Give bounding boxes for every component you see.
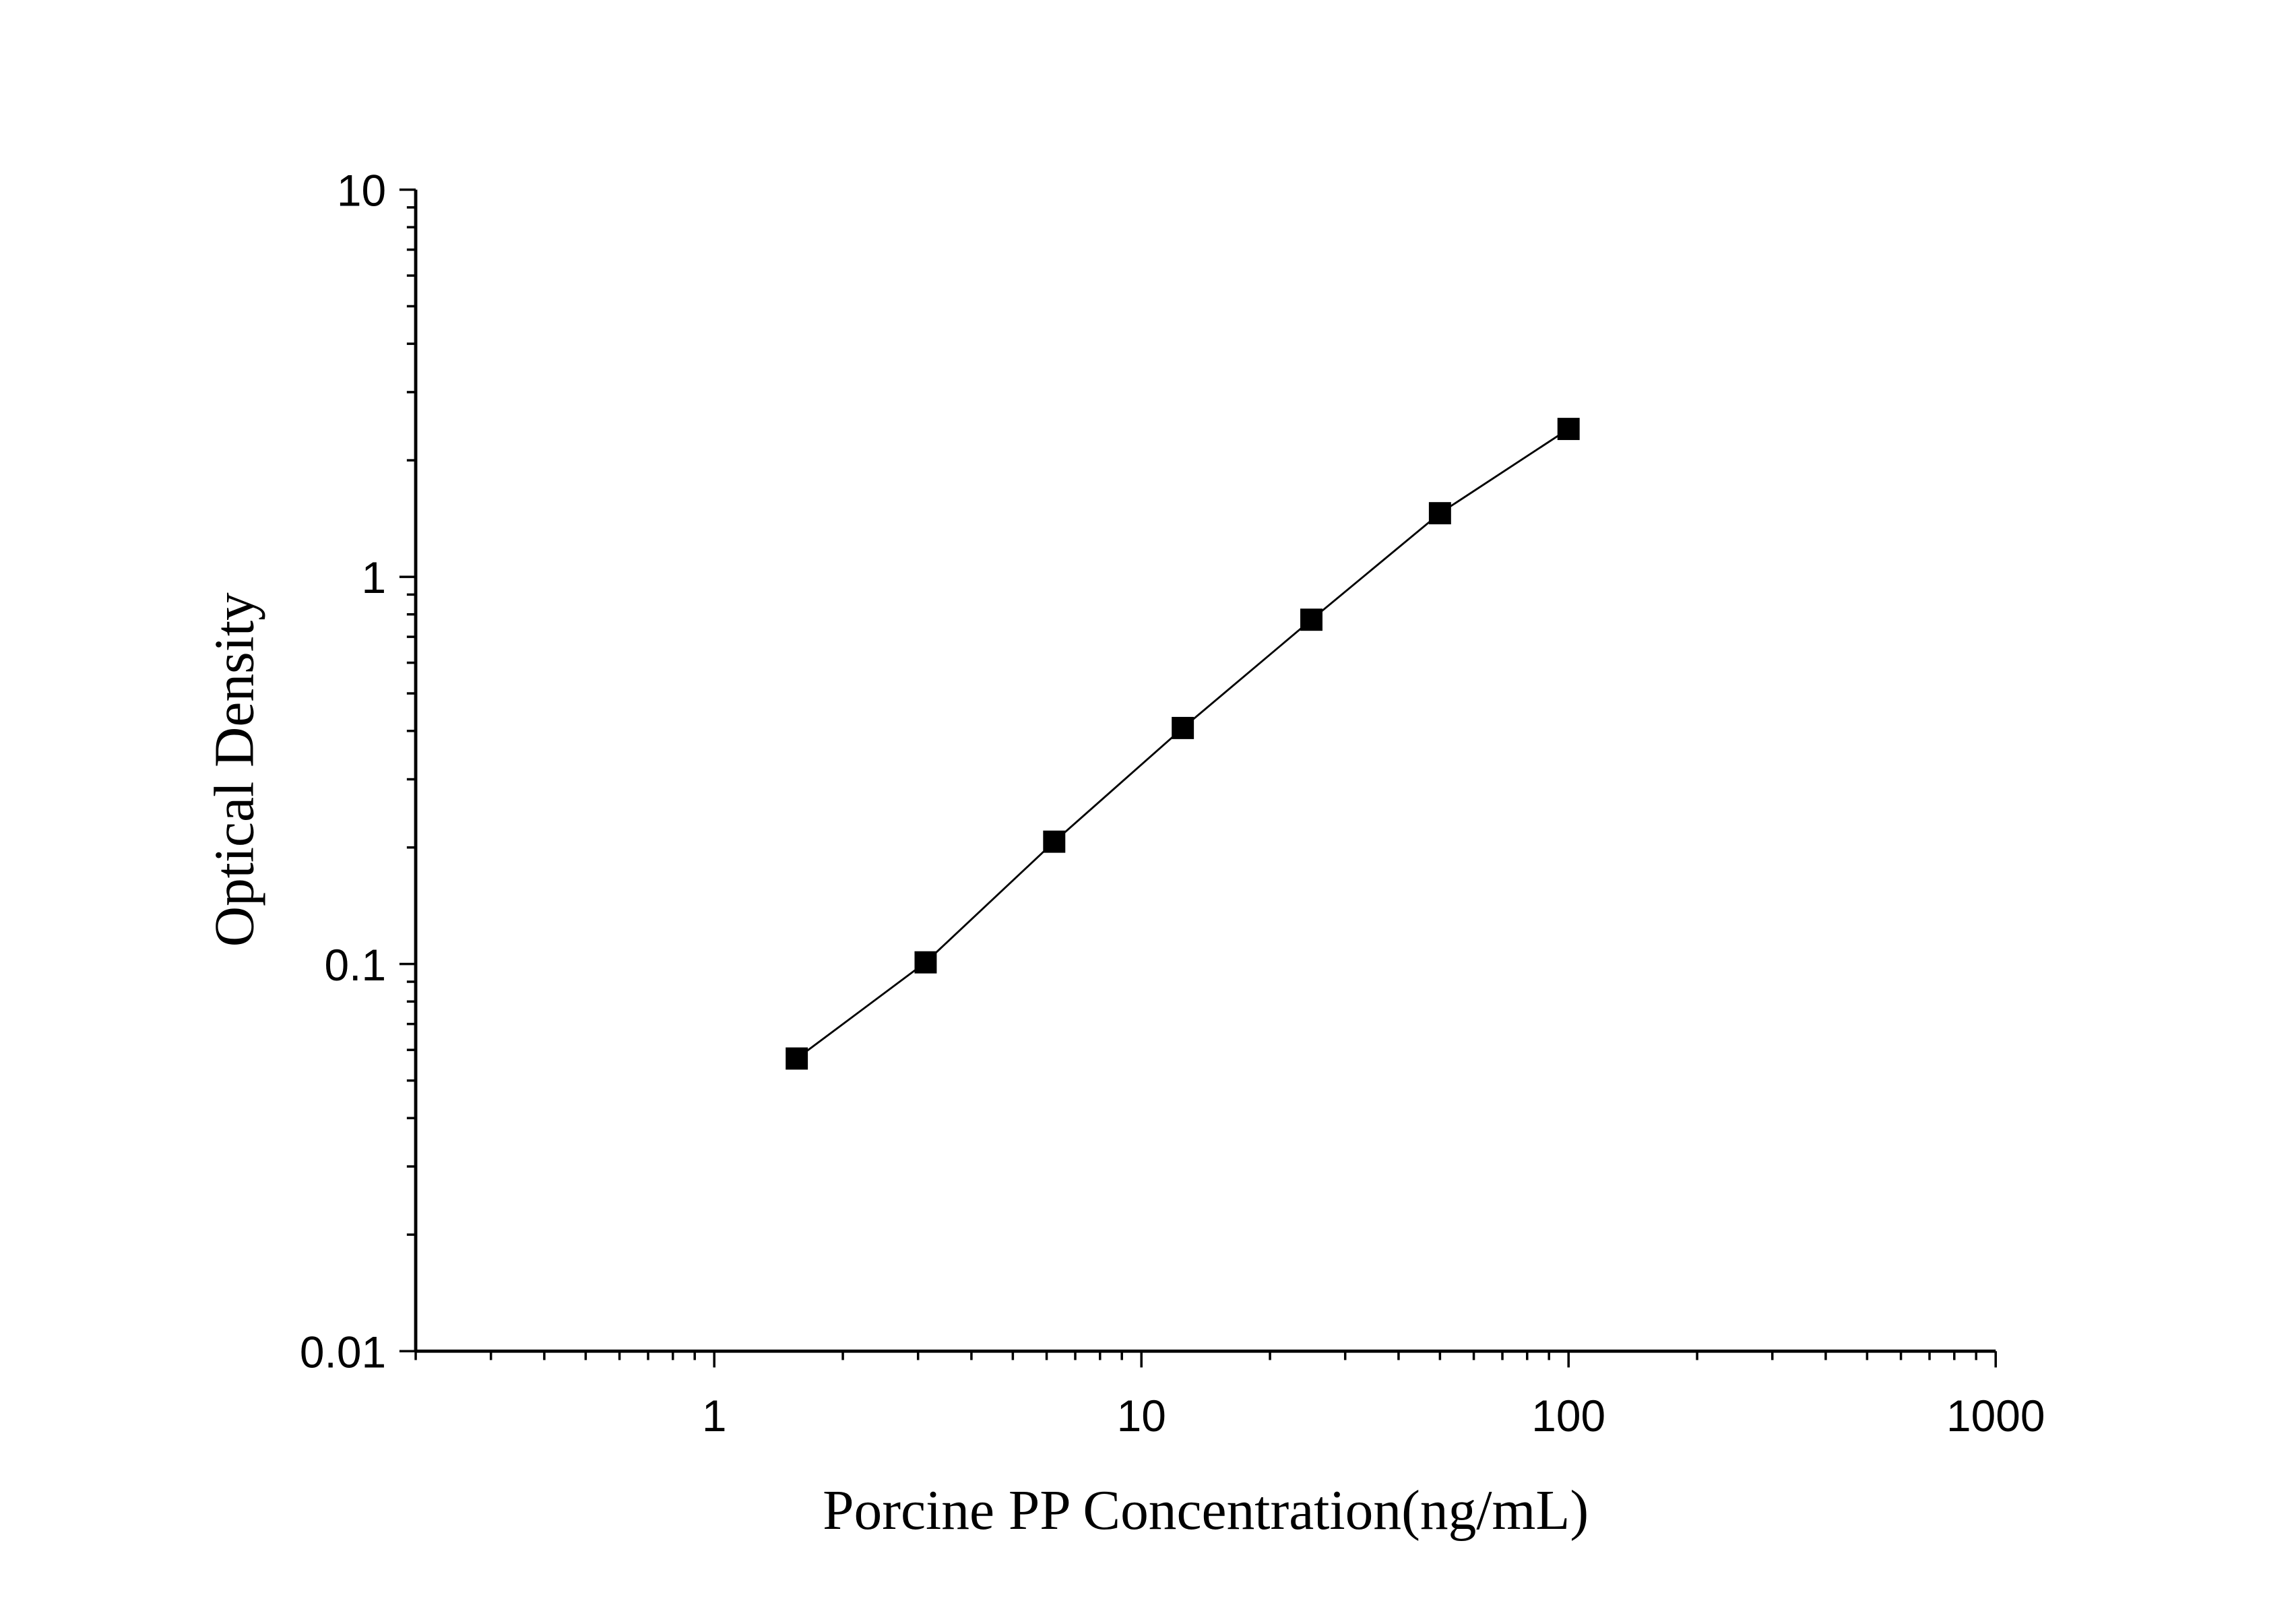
data-point (1300, 608, 1322, 631)
axes (399, 188, 1997, 1368)
y-tick-label: 10 (337, 166, 386, 216)
data-point (1172, 716, 1194, 739)
x-tick-label: 1 (702, 1391, 727, 1441)
data-point (786, 1047, 808, 1070)
x-tick-label: 10 (1117, 1391, 1166, 1441)
x-tick-label: 100 (1531, 1391, 1605, 1441)
y-tick-label: 0.01 (300, 1327, 386, 1377)
series-line (796, 428, 1570, 1060)
x-axis-title: Porcine PP Concentration(ng/mL) (823, 1480, 1589, 1542)
y-tick-label: 1 (361, 553, 386, 602)
data-point (914, 951, 937, 974)
data-point (1043, 830, 1066, 853)
x-tick-label: 1000 (1946, 1391, 2045, 1441)
y-axis-title: Optical Density (203, 592, 265, 947)
y-tick-label: 0.1 (325, 940, 387, 990)
tick-labels: 1 10 100 1000 0.01 0.1 1 10 (300, 166, 2045, 1441)
data-point (1557, 418, 1580, 441)
data-point (1428, 502, 1451, 525)
plot-area (786, 418, 1580, 1070)
